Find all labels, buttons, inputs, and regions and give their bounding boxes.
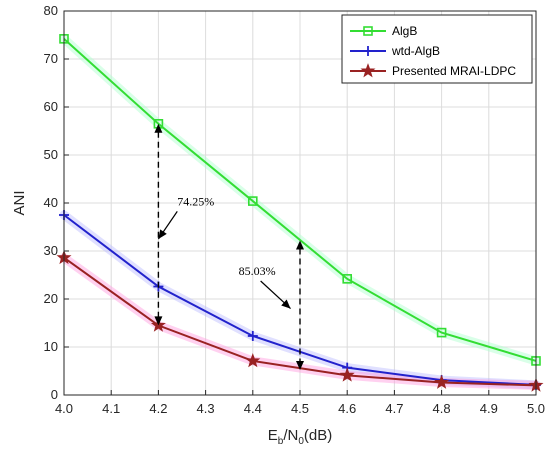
annotations: 74.25% 85.03% (154, 123, 304, 371)
y-tick-label: 80 (44, 3, 58, 18)
x-tick-label: 4.4 (244, 401, 262, 416)
x-tick-label: 4.6 (338, 401, 356, 416)
series-0-point (342, 274, 353, 284)
x-axis-ticks: 4.0 4.1 4.2 4.3 4.4 4.5 4.6 4.7 4.8 4.9 5.0 (55, 390, 545, 416)
x-tick-label: 4.0 (55, 401, 73, 416)
x-tick-label: 4.5 (291, 401, 309, 416)
series-0-point (436, 327, 447, 338)
legend-swatch-marker (363, 26, 373, 36)
annotation-arrow-up (154, 123, 163, 133)
series-2-point (434, 374, 450, 389)
x-tick-label: 4.2 (149, 401, 167, 416)
annotation-pointer-head (281, 299, 291, 309)
y-tick-label: 20 (44, 291, 58, 306)
y-tick-label: 40 (44, 195, 58, 210)
series-1-point (247, 330, 258, 341)
annotation-label: 85.03% (239, 264, 276, 278)
x-tick-label: 4.3 (197, 401, 215, 416)
annotation-arrow-up (296, 240, 304, 250)
x-tick-label: 4.7 (385, 401, 403, 416)
y-tick-label: 60 (44, 99, 58, 114)
legend-label: Presented MRAI-LDPC (392, 64, 516, 78)
y-tick-label: 50 (44, 147, 58, 162)
y-tick-label: 70 (44, 51, 58, 66)
y-axis-label: ANI (11, 190, 28, 215)
annotation-label: 74.25% (177, 194, 214, 208)
y-tick-label: 10 (44, 339, 58, 354)
y-axis-ticks: 0 10 20 30 40 50 60 70 80 (44, 3, 69, 402)
series-line-0 (63, 38, 537, 362)
x-tick-label: 5.0 (527, 401, 545, 416)
legend-label: wtd-AlgB (391, 44, 440, 58)
legend-swatch-marker (363, 46, 373, 56)
series-2-point (339, 367, 355, 382)
annotation-arrow-down (154, 316, 163, 326)
legend-swatch-marker (360, 63, 376, 78)
annotation-pointer-head (158, 229, 167, 239)
y-tick-label: 0 (51, 387, 58, 402)
legend-label: AlgB (392, 24, 417, 38)
legend: AlgB wtd-AlgB Presented MRAI-LDPC (341, 14, 533, 84)
x-tick-label: 4.8 (433, 401, 451, 416)
series-2-point (245, 353, 261, 368)
x-axis-label: Eb/N0(dB) (268, 427, 332, 447)
y-tick-label: 30 (44, 243, 58, 258)
x-tick-label: 4.9 (480, 401, 498, 416)
x-tick-label: 4.1 (102, 401, 120, 416)
series-0-point (248, 196, 258, 206)
annotation-arrow-down (296, 361, 304, 371)
